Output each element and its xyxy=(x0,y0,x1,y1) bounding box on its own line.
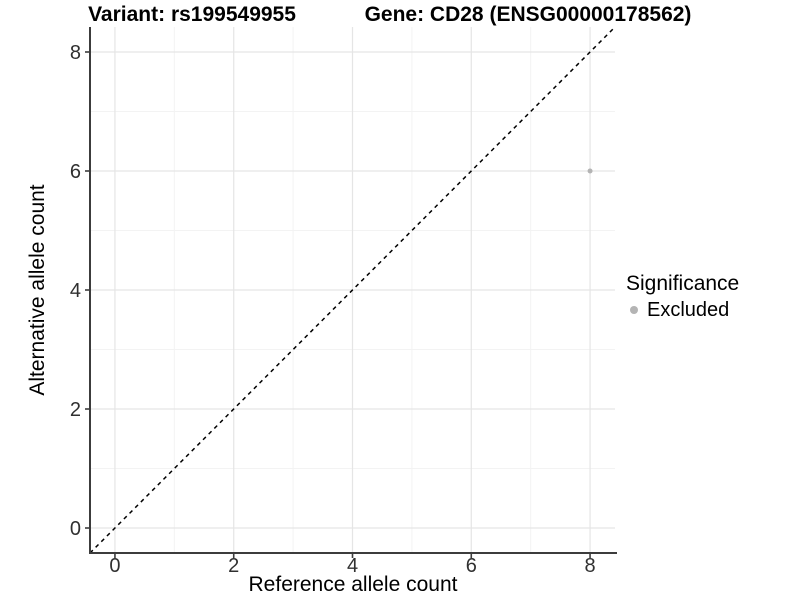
x-tick-label: 6 xyxy=(466,555,477,577)
identity-dashed-line xyxy=(89,26,616,554)
y-tick-label: 6 xyxy=(70,161,81,183)
x-tick-label: 8 xyxy=(584,555,595,577)
legend-item-label: Excluded xyxy=(647,299,730,321)
x-axis-label: Reference allele count xyxy=(248,573,458,596)
legend-item-excluded: Excluded xyxy=(626,298,739,322)
legend-point-icon xyxy=(630,306,638,314)
x-tick-label: 4 xyxy=(347,555,358,577)
y-tick-label: 8 xyxy=(70,42,81,64)
x-tick-label: 0 xyxy=(109,555,120,577)
x-tick-label: 2 xyxy=(228,555,239,577)
plot-title-variant: Variant: rs199549955 xyxy=(88,3,296,26)
legend-title: Significance xyxy=(626,272,740,295)
y-tick-label: 0 xyxy=(70,518,81,540)
legend: Significance Excluded xyxy=(626,271,739,322)
plot-title-gene: Gene: CD28 (ENSG00000178562) xyxy=(364,3,692,26)
y-tick-label: 4 xyxy=(70,280,81,302)
y-tick-label: 2 xyxy=(70,399,81,421)
data-point xyxy=(587,168,593,174)
y-axis-label: Alternative allele count xyxy=(26,184,49,396)
